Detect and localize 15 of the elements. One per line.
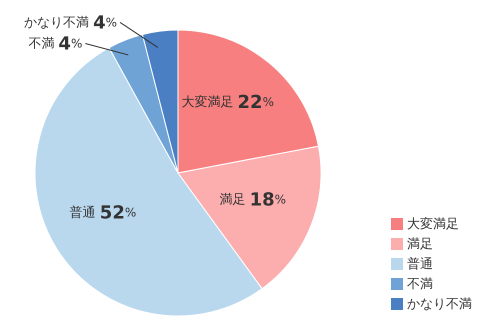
data-label: 18%: [250, 189, 286, 210]
legend-label: かなり不満: [407, 297, 472, 312]
data-label: 4%: [93, 12, 118, 33]
data-label: 52%: [100, 202, 136, 223]
slice-label: 不満: [28, 36, 58, 51]
slice-label: 大変満足: [181, 93, 238, 110]
legend-label: 満足: [407, 237, 433, 252]
legend-label: 普通: [407, 257, 433, 272]
data-label: 22%: [238, 91, 274, 112]
legend-label: 大変満足: [407, 217, 459, 232]
legend-label: 不満: [407, 277, 433, 292]
slice-label: かなり不満: [24, 14, 94, 30]
slice-label: 普通: [70, 204, 100, 220]
data-label: 4%: [58, 32, 82, 54]
slice-label: 満足: [219, 192, 250, 208]
